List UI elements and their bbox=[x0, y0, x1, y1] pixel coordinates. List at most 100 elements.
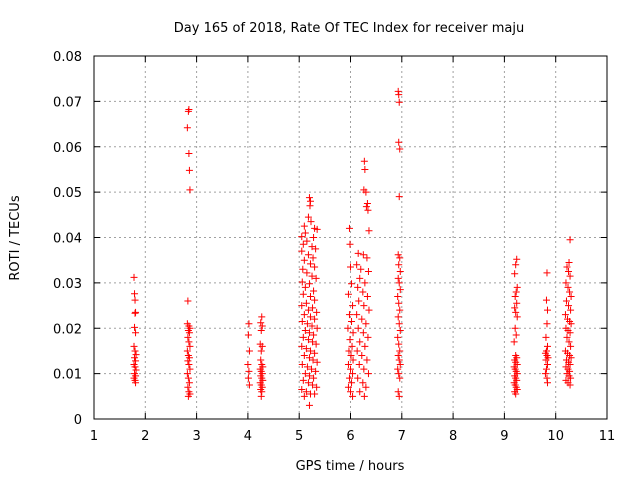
data-point bbox=[348, 379, 356, 387]
data-point bbox=[298, 386, 306, 394]
data-point bbox=[511, 270, 519, 278]
data-point bbox=[543, 361, 551, 369]
data-point bbox=[298, 302, 306, 310]
data-point bbox=[313, 383, 321, 391]
data-point bbox=[305, 194, 313, 202]
data-point bbox=[302, 345, 310, 353]
data-point bbox=[310, 287, 318, 295]
x-tick-labels: 1 2 3 4 5 6 7 8 9 10 11 bbox=[90, 429, 615, 444]
data-point bbox=[563, 333, 571, 341]
data-point bbox=[309, 381, 317, 389]
data-point bbox=[305, 372, 313, 380]
data-point bbox=[354, 249, 362, 257]
data-point bbox=[511, 324, 519, 332]
data-point bbox=[185, 166, 193, 174]
data-point bbox=[185, 379, 193, 387]
data-point bbox=[562, 297, 570, 305]
y-tick-label: 0.01 bbox=[53, 368, 82, 383]
data-point bbox=[306, 260, 314, 268]
data-point bbox=[244, 374, 252, 382]
data-point bbox=[359, 288, 367, 296]
data-point bbox=[304, 251, 312, 259]
data-point bbox=[300, 222, 308, 230]
data-point bbox=[345, 347, 353, 355]
data-points bbox=[130, 87, 575, 409]
data-point bbox=[344, 361, 352, 369]
data-point bbox=[186, 186, 194, 194]
data-point bbox=[308, 272, 316, 280]
data-point bbox=[396, 268, 404, 276]
data-point bbox=[347, 263, 354, 271]
data-point bbox=[344, 324, 352, 332]
data-point bbox=[131, 347, 139, 355]
data-point bbox=[304, 306, 312, 314]
data-point bbox=[132, 308, 140, 316]
x-tick-label: 9 bbox=[500, 429, 508, 444]
data-point bbox=[358, 315, 366, 323]
data-point bbox=[301, 229, 309, 237]
data-point bbox=[309, 338, 317, 346]
data-point bbox=[184, 374, 192, 382]
data-point bbox=[513, 313, 521, 321]
data-point bbox=[312, 367, 320, 375]
data-point bbox=[244, 361, 252, 369]
data-point bbox=[513, 255, 521, 263]
data-point bbox=[183, 370, 191, 378]
data-point bbox=[354, 374, 362, 382]
data-point bbox=[364, 333, 372, 341]
data-point bbox=[185, 338, 193, 346]
data-point bbox=[396, 306, 404, 314]
data-point bbox=[362, 188, 370, 196]
data-point bbox=[512, 331, 520, 339]
data-point bbox=[512, 288, 520, 296]
data-point bbox=[186, 365, 194, 373]
data-point bbox=[561, 311, 569, 319]
data-point bbox=[354, 324, 362, 332]
data-point bbox=[257, 347, 265, 355]
data-point bbox=[567, 342, 575, 350]
x-tick-label: 3 bbox=[192, 429, 200, 444]
y-tick-label: 0.04 bbox=[53, 232, 82, 247]
x-tick-label: 4 bbox=[244, 429, 252, 444]
data-point bbox=[258, 388, 266, 396]
data-point bbox=[185, 354, 193, 362]
x-axis-label: GPS time / hours bbox=[296, 459, 405, 474]
data-point bbox=[394, 365, 402, 373]
data-point bbox=[363, 199, 371, 207]
data-point bbox=[308, 322, 316, 330]
data-point bbox=[306, 347, 314, 355]
data-point bbox=[300, 351, 308, 359]
data-point bbox=[567, 292, 575, 300]
data-point bbox=[311, 263, 319, 271]
data-point bbox=[566, 288, 574, 296]
data-point bbox=[310, 331, 318, 339]
data-point bbox=[131, 309, 139, 317]
data-point bbox=[311, 390, 319, 398]
data-point bbox=[566, 381, 574, 389]
data-point bbox=[542, 296, 550, 304]
data-point bbox=[396, 327, 404, 335]
data-point bbox=[395, 279, 403, 287]
data-point bbox=[361, 279, 369, 287]
grid-lines bbox=[94, 56, 607, 419]
data-point bbox=[394, 313, 402, 321]
data-point bbox=[511, 304, 519, 312]
data-point bbox=[349, 392, 357, 400]
x-tick-label: 8 bbox=[449, 429, 457, 444]
data-point bbox=[303, 320, 311, 328]
data-point bbox=[542, 365, 550, 373]
data-point bbox=[394, 351, 402, 359]
data-point bbox=[308, 243, 316, 251]
data-point bbox=[303, 237, 311, 245]
data-point bbox=[542, 356, 550, 364]
data-point bbox=[353, 347, 361, 355]
data-point bbox=[395, 392, 403, 400]
data-point bbox=[355, 297, 363, 305]
data-point bbox=[356, 338, 364, 346]
data-point bbox=[360, 157, 368, 165]
data-point bbox=[306, 202, 314, 210]
y-tick-label: 0.02 bbox=[53, 322, 82, 337]
data-point bbox=[357, 265, 365, 273]
data-point bbox=[394, 251, 402, 259]
data-point bbox=[302, 388, 310, 396]
